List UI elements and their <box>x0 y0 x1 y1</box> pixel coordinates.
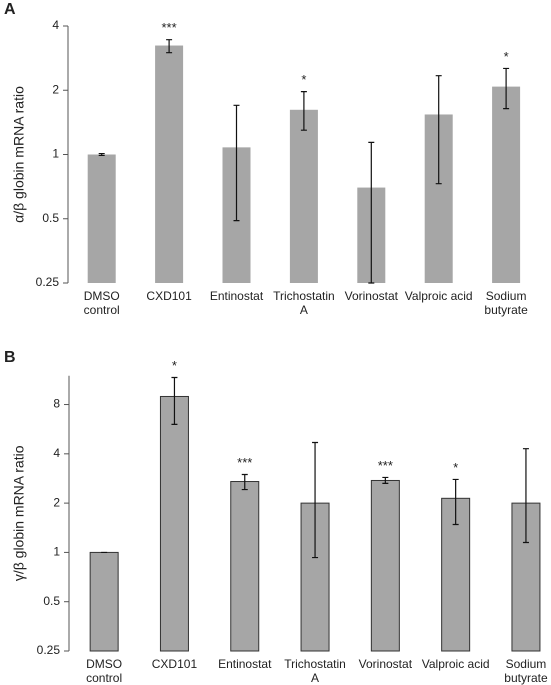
error-bar <box>312 441 319 559</box>
error-bar <box>171 376 178 426</box>
x-tick-label: CXD101 <box>152 657 198 671</box>
x-tick-label: Trichostatin <box>273 289 335 303</box>
x-tick-label: control <box>84 303 120 317</box>
panel-label: A <box>4 1 16 18</box>
error-bar <box>241 473 248 491</box>
x-tick-label: Valproic acid <box>405 289 473 303</box>
x-tick-label: CXD101 <box>146 289 192 303</box>
significance: * <box>453 460 458 475</box>
x-tick-label: A <box>311 671 319 685</box>
bar <box>159 395 189 652</box>
significance: *** <box>378 458 393 473</box>
significance: *** <box>237 455 252 470</box>
y-tick-label: 1 <box>53 545 60 559</box>
x-tick-label: Valproic acid <box>422 657 490 671</box>
error-bar <box>382 476 389 484</box>
y-tick-label: 0.5 <box>43 594 60 608</box>
error-bar <box>233 104 240 222</box>
x-tick-label: Sodium <box>486 289 527 303</box>
error-bar <box>435 75 442 185</box>
x-tick-label: A <box>300 303 308 317</box>
y-tick-label: 2 <box>52 82 59 96</box>
x-tick-label: butyrate <box>484 303 528 317</box>
y-tick-label: 1 <box>52 147 59 161</box>
y-tick-label: 0.25 <box>37 643 61 657</box>
y-tick-label: 2 <box>53 495 60 509</box>
x-tick-label: Entinostat <box>218 657 272 671</box>
x-tick-label: DMSO <box>84 289 120 303</box>
x-tick-label: Vorinostat <box>359 657 413 671</box>
bar <box>289 109 318 283</box>
significance: *** <box>162 20 177 35</box>
bar <box>370 479 400 652</box>
x-tick-label: Entinostat <box>210 289 264 303</box>
y-axis-label: α/β globin mRNA ratio <box>11 86 27 223</box>
significance: * <box>172 358 177 373</box>
significance: * <box>504 49 509 64</box>
bar <box>230 481 260 652</box>
x-tick-label: Trichostatin <box>284 657 346 671</box>
error-bar <box>368 141 375 284</box>
bar <box>87 154 116 283</box>
error-bar <box>503 67 510 110</box>
significance: * <box>301 72 306 87</box>
panel-label: B <box>4 349 16 366</box>
bar <box>492 86 521 284</box>
x-tick-label: DMSO <box>86 657 122 671</box>
error-bar <box>300 91 307 131</box>
error-bar <box>98 152 105 157</box>
x-tick-label: control <box>86 671 122 685</box>
bar <box>155 45 184 284</box>
error-bar <box>452 478 459 526</box>
y-tick-label: 0.25 <box>36 275 60 289</box>
error-bar <box>522 448 529 544</box>
bar <box>89 551 119 652</box>
y-axis-label: γ/β globin mRNA ratio <box>11 445 27 581</box>
error-bar <box>166 39 173 54</box>
y-tick-label: 4 <box>52 18 59 32</box>
y-tick-label: 4 <box>53 446 60 460</box>
y-tick-label: 0.5 <box>42 211 59 225</box>
x-tick-label: Vorinostat <box>345 289 399 303</box>
x-tick-label: butyrate <box>504 671 548 685</box>
y-tick-label: 8 <box>53 397 60 411</box>
x-tick-label: Sodium <box>506 657 547 671</box>
